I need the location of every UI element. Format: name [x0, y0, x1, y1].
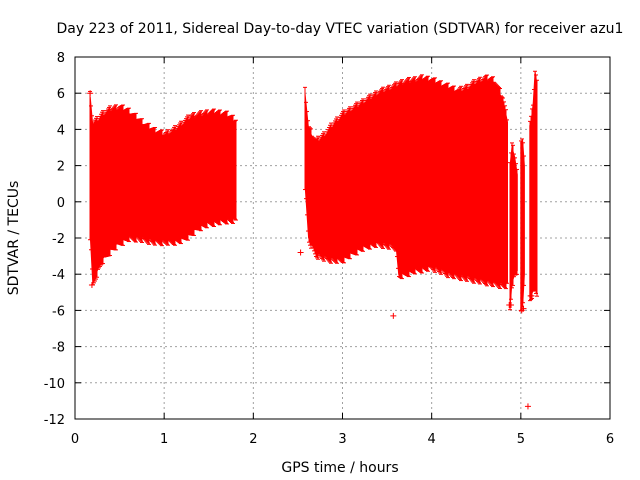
- outlier-point: [297, 249, 304, 256]
- x-tick-label: 4: [428, 432, 436, 447]
- y-tick-label: 8: [57, 51, 65, 66]
- y-tick-label: -2: [52, 232, 65, 247]
- y-tick-label: 6: [57, 87, 65, 102]
- outlier-point: [524, 403, 531, 410]
- x-tick-label: 3: [338, 432, 346, 447]
- series-group: [519, 138, 526, 312]
- plot-frame: [74, 56, 611, 420]
- series-group: [508, 142, 519, 311]
- y-tick-label: -4: [52, 268, 65, 283]
- y-axis-label: SDTVAR / TECUs: [6, 181, 22, 296]
- outlier-point: [88, 282, 95, 289]
- outlier-point: [520, 305, 527, 312]
- x-axis-ticks: 0 1 2 3 4 5 6: [71, 57, 614, 447]
- x-tick-label: 2: [249, 432, 257, 447]
- outlier-points: [87, 90, 535, 410]
- y-tick-label: -6: [52, 304, 65, 319]
- series-group: [528, 70, 539, 302]
- y-tick-label: 4: [57, 123, 65, 138]
- x-tick-label: 1: [160, 432, 168, 447]
- series-group: [303, 74, 509, 290]
- x-axis-label: GPS time / hours: [281, 460, 398, 476]
- outlier-point: [87, 90, 94, 97]
- y-tick-label: -10: [44, 377, 65, 392]
- error-bar-series: [88, 70, 539, 312]
- x-tick-label: 5: [517, 432, 525, 447]
- series-group: [88, 90, 238, 286]
- outlier-point: [390, 312, 397, 319]
- y-tick-label: -12: [44, 413, 65, 428]
- x-tick-label: 6: [606, 432, 614, 447]
- y-tick-label: 2: [57, 160, 65, 175]
- outlier-point: [508, 301, 515, 308]
- y-axis-ticks: 8 6 4 2 0 -2 -4 -6 -8 -10 -12: [44, 51, 610, 428]
- x-tick-label: 0: [71, 432, 79, 447]
- y-tick-label: -8: [52, 341, 65, 356]
- chart-title: Day 223 of 2011, Sidereal Day-to-day VTE…: [57, 21, 624, 37]
- y-tick-label: 0: [57, 196, 65, 211]
- outlier-point: [528, 292, 535, 299]
